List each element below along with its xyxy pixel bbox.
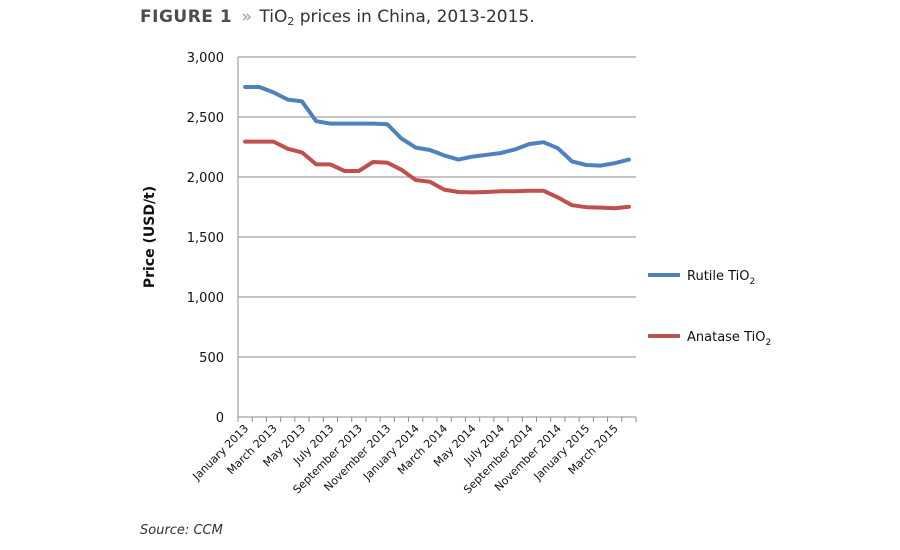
title-subscript: 2: [287, 15, 295, 28]
data-point-anatase: [627, 205, 631, 209]
title-suffix: prices in China, 2013-2015.: [294, 7, 535, 27]
data-point-rutile: [385, 122, 389, 126]
data-point-rutile: [627, 158, 631, 162]
data-point-anatase: [343, 169, 347, 173]
data-point-rutile: [243, 85, 247, 89]
legend-label-anatase: Anatase TiO2: [687, 330, 771, 348]
data-point-rutile: [485, 153, 489, 157]
data-point-anatase: [286, 147, 290, 151]
data-point-rutile: [314, 119, 318, 123]
data-point-anatase: [527, 189, 531, 193]
data-point-anatase: [485, 190, 489, 194]
data-point-rutile: [399, 137, 403, 141]
series-line-rutile: [243, 85, 631, 168]
figure-title: FIGURE 1 » TiO2 prices in China, 2013-20…: [140, 7, 535, 28]
data-point-anatase: [399, 168, 403, 172]
y-tick-label: 1,000: [187, 291, 224, 306]
data-point-rutile: [300, 99, 304, 103]
data-point-anatase: [414, 178, 418, 182]
y-tick-label: 3,000: [187, 51, 224, 66]
data-point-anatase: [471, 190, 475, 194]
data-point-anatase: [272, 140, 276, 144]
data-point-anatase: [570, 203, 574, 207]
data-point-anatase: [357, 169, 361, 173]
data-point-anatase: [371, 160, 375, 164]
data-point-rutile: [428, 148, 432, 152]
data-point-rutile: [343, 122, 347, 126]
data-point-anatase: [428, 180, 432, 184]
data-point-rutile: [357, 122, 361, 126]
series-line-anatase: [243, 139, 631, 211]
data-point-rutile: [286, 98, 290, 102]
data-point-anatase: [542, 189, 546, 193]
y-tick-label: 2,500: [187, 111, 224, 126]
data-point-anatase: [243, 140, 247, 144]
y-tick-label: 2,000: [187, 171, 224, 186]
figure-title-text: TiO2 prices in China, 2013-2015.: [259, 7, 535, 28]
data-point-rutile: [257, 85, 261, 89]
data-point-anatase: [499, 189, 503, 193]
figure-label: FIGURE 1: [140, 7, 233, 27]
data-point-rutile: [499, 151, 503, 155]
data-point-rutile: [272, 90, 276, 94]
data-point-anatase: [300, 150, 304, 154]
data-point-anatase: [442, 188, 446, 192]
data-point-anatase: [257, 140, 261, 144]
data-point-rutile: [527, 142, 531, 146]
data-point-rutile: [442, 153, 446, 157]
data-point-rutile: [584, 163, 588, 167]
data-point-anatase: [385, 161, 389, 165]
data-point-rutile: [513, 147, 517, 151]
y-tick-label: 500: [199, 351, 224, 366]
data-point-anatase: [328, 162, 332, 166]
data-point-rutile: [542, 140, 546, 144]
data-point-anatase: [314, 162, 318, 166]
y-axis-label: Price (USD/t): [142, 186, 158, 288]
data-point-anatase: [456, 190, 460, 194]
data-point-anatase: [584, 205, 588, 209]
data-point-anatase: [513, 189, 517, 193]
data-point-rutile: [613, 161, 617, 165]
legend-label-rutile: Rutile TiO2: [687, 269, 755, 287]
data-point-rutile: [598, 164, 602, 168]
data-point-rutile: [570, 159, 574, 163]
data-point-rutile: [471, 155, 475, 159]
y-tick-label: 0: [216, 411, 224, 426]
y-tick-label: 1,500: [187, 231, 224, 246]
data-point-anatase: [613, 206, 617, 210]
data-point-rutile: [456, 158, 460, 162]
data-point-anatase: [556, 195, 560, 199]
data-point-anatase: [598, 206, 602, 210]
data-point-rutile: [328, 122, 332, 126]
data-point-rutile: [371, 122, 375, 126]
data-point-rutile: [414, 146, 418, 150]
figure-separator: »: [241, 7, 252, 27]
title-prefix: TiO: [259, 7, 288, 27]
source-note: Source: CCM: [140, 523, 223, 538]
data-point-rutile: [556, 146, 560, 150]
